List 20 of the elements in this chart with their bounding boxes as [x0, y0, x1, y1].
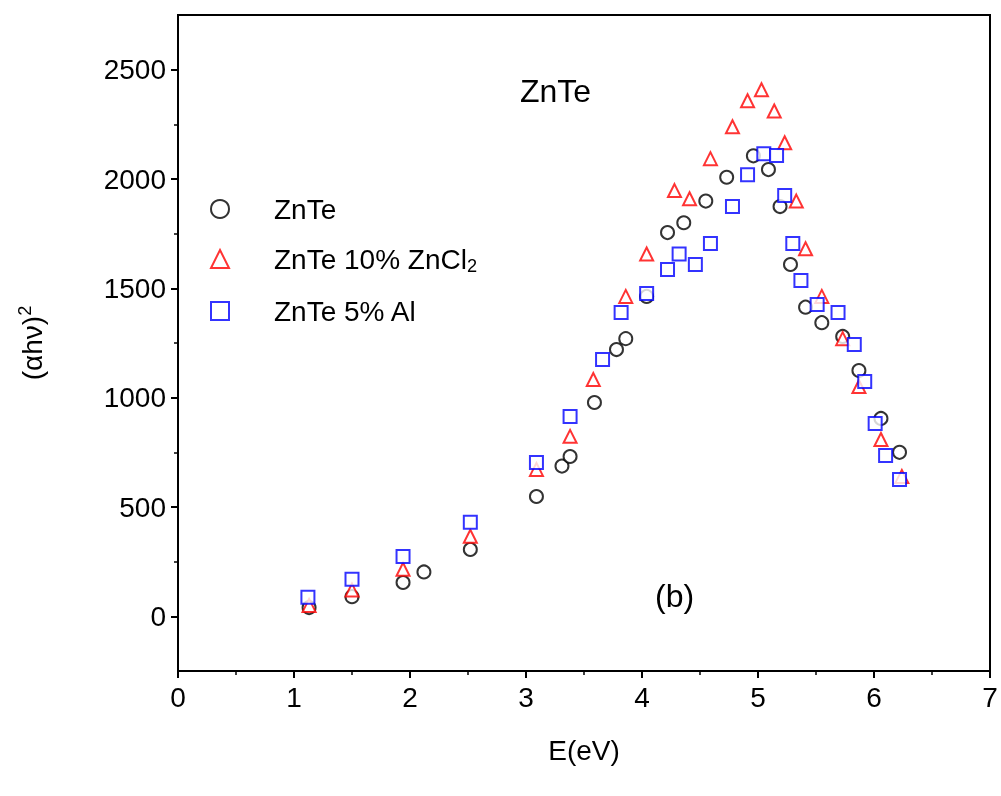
y-tick-label: 2000 — [103, 163, 166, 195]
x-axis-title: E(eV) — [548, 734, 620, 766]
legend-label: ZnTe — [274, 193, 337, 225]
y-tick-label: 2500 — [103, 54, 166, 86]
x-tick-label: 1 — [286, 681, 302, 713]
x-tick-label: 7 — [982, 681, 998, 713]
x-tick-label: 3 — [518, 681, 534, 713]
x-tick-label: 5 — [750, 681, 766, 713]
y-tick-label: 1500 — [103, 272, 166, 304]
y-axis-title: (αhν)2 — [15, 305, 48, 381]
legend-label: ZnTe 5% Al — [274, 295, 416, 327]
x-tick-label: 4 — [634, 681, 650, 713]
annotation: ZnTe — [520, 73, 592, 109]
y-tick-label: 500 — [119, 491, 166, 523]
y-tick-label: 0 — [150, 600, 166, 632]
y-tick-label: 1000 — [103, 382, 166, 414]
x-tick-label: 6 — [866, 681, 882, 713]
annotation: (b) — [655, 578, 695, 614]
x-tick-label: 2 — [402, 681, 418, 713]
x-tick-label: 0 — [170, 681, 186, 713]
